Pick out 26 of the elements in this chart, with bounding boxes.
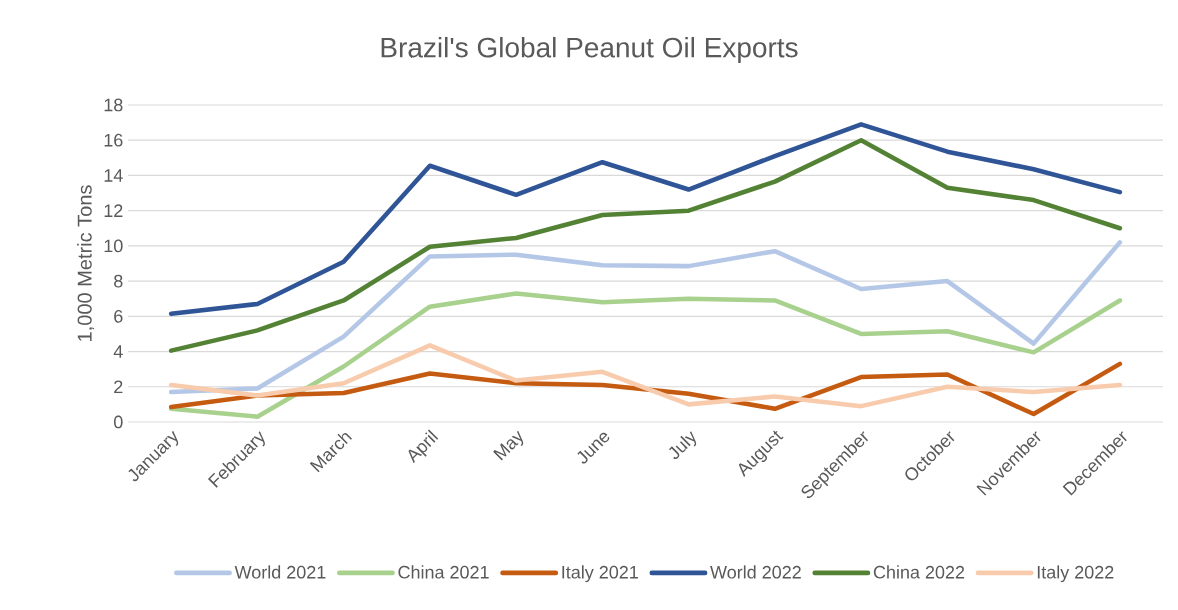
x-tick-label: May [493,430,524,461]
line-series [168,122,1123,316]
legend-label: China 2022 [873,565,965,579]
y-tick-label: 14 [104,169,123,182]
line-series [168,343,1123,409]
y-tick-label: 8 [114,274,123,288]
line-series [168,240,1123,395]
y-tick-label: 18 [104,98,123,112]
y-tick-label: 2 [114,380,123,394]
y-tick-label: 10 [104,239,123,253]
line-series [168,291,1123,419]
line-series [168,137,1123,353]
legend-label: World 2021 [234,565,326,579]
y-tick-label: 6 [114,309,123,323]
y-axis-title: 1,000 Metric Tons [77,185,95,341]
line-series [168,361,1123,417]
y-tick-label: 4 [113,345,123,358]
y-tick-label: 0 [114,415,123,429]
chart-title: Brazil's Global Peanut Oil Exports [381,36,798,64]
y-tick-label: 16 [104,133,123,147]
y-tick-label: 12 [104,204,123,217]
legend-label: World 2022 [710,565,801,579]
legend-label: Italy 2021 [562,565,638,583]
x-tick-label: July [669,431,697,459]
legend-label: China 2021 [398,565,489,579]
legend-label: Italy 2022 [1037,565,1114,583]
